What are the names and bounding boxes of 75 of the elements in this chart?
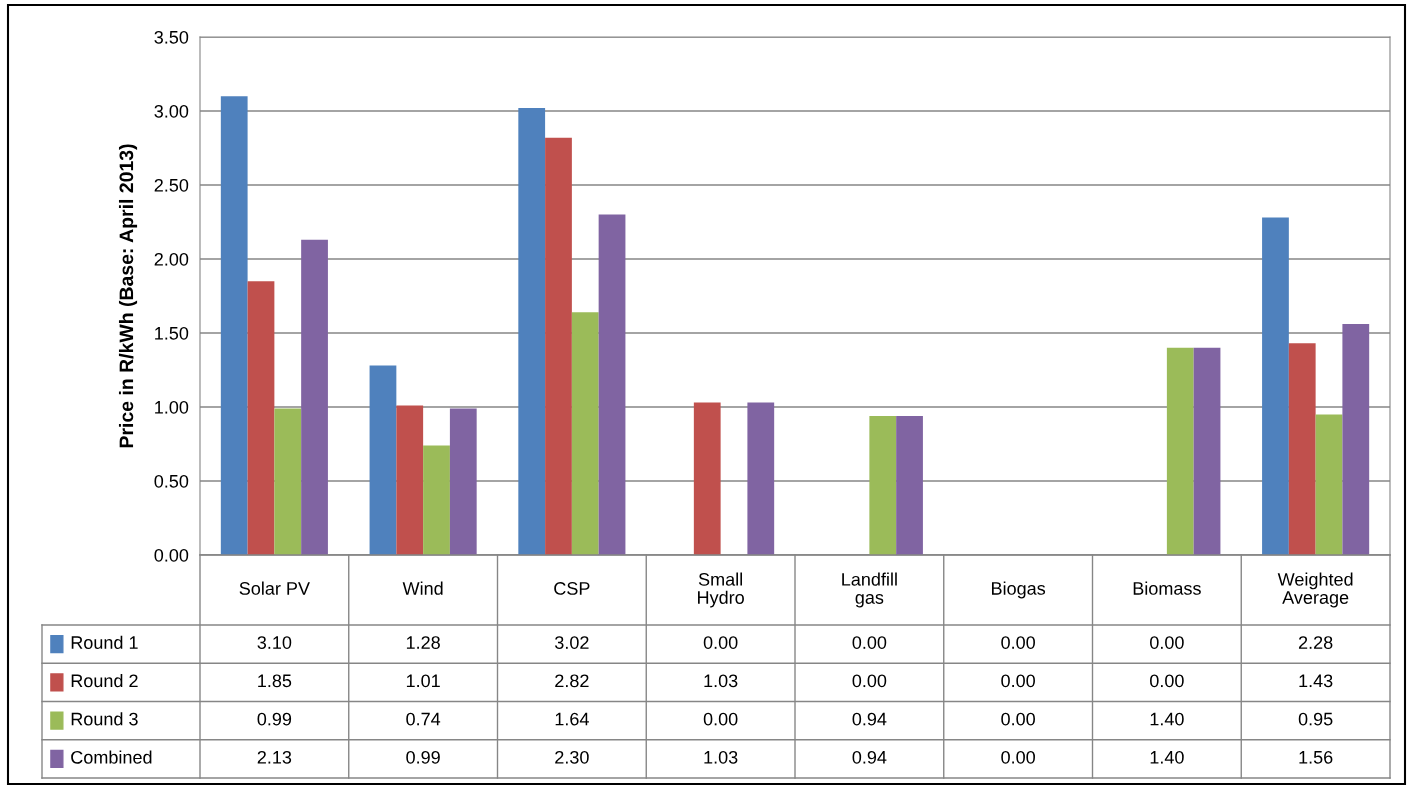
bar bbox=[869, 415, 897, 555]
data-label: 0.00 bbox=[1001, 674, 1035, 688]
data-label: 0.94 bbox=[852, 750, 887, 764]
data-label: 1.40 bbox=[1150, 712, 1184, 726]
legend-label: Round 2 bbox=[71, 673, 138, 688]
data-label: 0.00 bbox=[852, 636, 887, 649]
y-tick-label: 2.50 bbox=[154, 178, 189, 192]
x-tick-label: CSP bbox=[554, 582, 590, 595]
y-tick-label: 1.50 bbox=[155, 326, 189, 340]
bar bbox=[423, 445, 450, 555]
data-label: 2.82 bbox=[555, 674, 589, 688]
y-tick-label: 0.00 bbox=[154, 548, 189, 562]
bar bbox=[1342, 324, 1370, 555]
bar bbox=[896, 415, 923, 555]
bar bbox=[274, 408, 302, 555]
bar bbox=[693, 402, 721, 555]
y-tick-label: 2.00 bbox=[154, 252, 189, 266]
bar bbox=[369, 365, 397, 555]
data-label: 1.56 bbox=[1299, 750, 1333, 764]
x-tick-label: Small Hydro bbox=[698, 572, 744, 608]
bar bbox=[747, 402, 775, 555]
bar bbox=[1288, 343, 1316, 555]
y-tick-label: 3.50 bbox=[154, 30, 189, 44]
y-tick-label: 0.50 bbox=[154, 474, 189, 488]
data-label: 0.00 bbox=[703, 712, 738, 726]
bar bbox=[301, 239, 328, 555]
x-tick-label: Solar PV bbox=[239, 581, 310, 595]
data-label: 0.00 bbox=[852, 674, 887, 688]
bar bbox=[1166, 347, 1194, 555]
data-label: 0.00 bbox=[703, 636, 738, 649]
x-tick-label: Biogas bbox=[992, 581, 1046, 599]
x-tick-label: Wind bbox=[402, 581, 443, 595]
data-label: 1.43 bbox=[1299, 674, 1333, 688]
data-label: 2.30 bbox=[555, 750, 589, 764]
data-label: 0.00 bbox=[1150, 636, 1184, 649]
data-label: 3.10 bbox=[257, 636, 292, 649]
bar bbox=[449, 408, 477, 555]
data-label: 0.94 bbox=[852, 712, 887, 726]
data-label: 1.28 bbox=[406, 636, 440, 649]
data-label: 0.00 bbox=[1150, 674, 1184, 688]
data-label: 0.99 bbox=[406, 750, 440, 764]
data-label: 1.85 bbox=[258, 674, 292, 688]
y-tick-label: 3.00 bbox=[154, 104, 189, 118]
bar bbox=[598, 214, 626, 555]
bar bbox=[518, 108, 546, 555]
legend-label: Round 1 bbox=[71, 635, 138, 649]
bar bbox=[1193, 347, 1221, 555]
data-label: 0.95 bbox=[1298, 712, 1333, 726]
y-axis-title: Price in R/kWh (Base: April 2013) bbox=[118, 144, 138, 448]
bar bbox=[396, 405, 424, 555]
data-label: 1.40 bbox=[1150, 750, 1184, 764]
data-label: 2.28 bbox=[1298, 636, 1333, 649]
bar bbox=[220, 96, 248, 555]
data-label: 1.03 bbox=[704, 750, 738, 764]
bar bbox=[1315, 414, 1343, 555]
x-tick-label: Weighted Average bbox=[1277, 572, 1353, 608]
data-label: 0.99 bbox=[257, 712, 292, 726]
data-label: 0.74 bbox=[406, 712, 441, 726]
data-label: 1.03 bbox=[704, 674, 738, 688]
bar bbox=[571, 312, 599, 555]
y-tick-label: 1.00 bbox=[155, 400, 189, 414]
data-label: 1.64 bbox=[555, 712, 589, 726]
data-label: 2.13 bbox=[257, 750, 292, 764]
x-tick-label: Landfill gas bbox=[842, 572, 897, 608]
legend-label: Round 3 bbox=[71, 712, 138, 726]
bar bbox=[247, 281, 275, 555]
legend-label: Combined bbox=[71, 750, 152, 764]
data-label: 1.01 bbox=[406, 674, 440, 688]
data-label: 3.02 bbox=[554, 636, 589, 649]
bar bbox=[1262, 217, 1289, 555]
data-label: 0.00 bbox=[1001, 712, 1035, 726]
bar bbox=[545, 137, 572, 555]
data-label: 0.00 bbox=[1001, 636, 1035, 649]
data-label: 0.00 bbox=[1001, 750, 1035, 764]
x-tick-label: Biomass bbox=[1133, 581, 1201, 595]
